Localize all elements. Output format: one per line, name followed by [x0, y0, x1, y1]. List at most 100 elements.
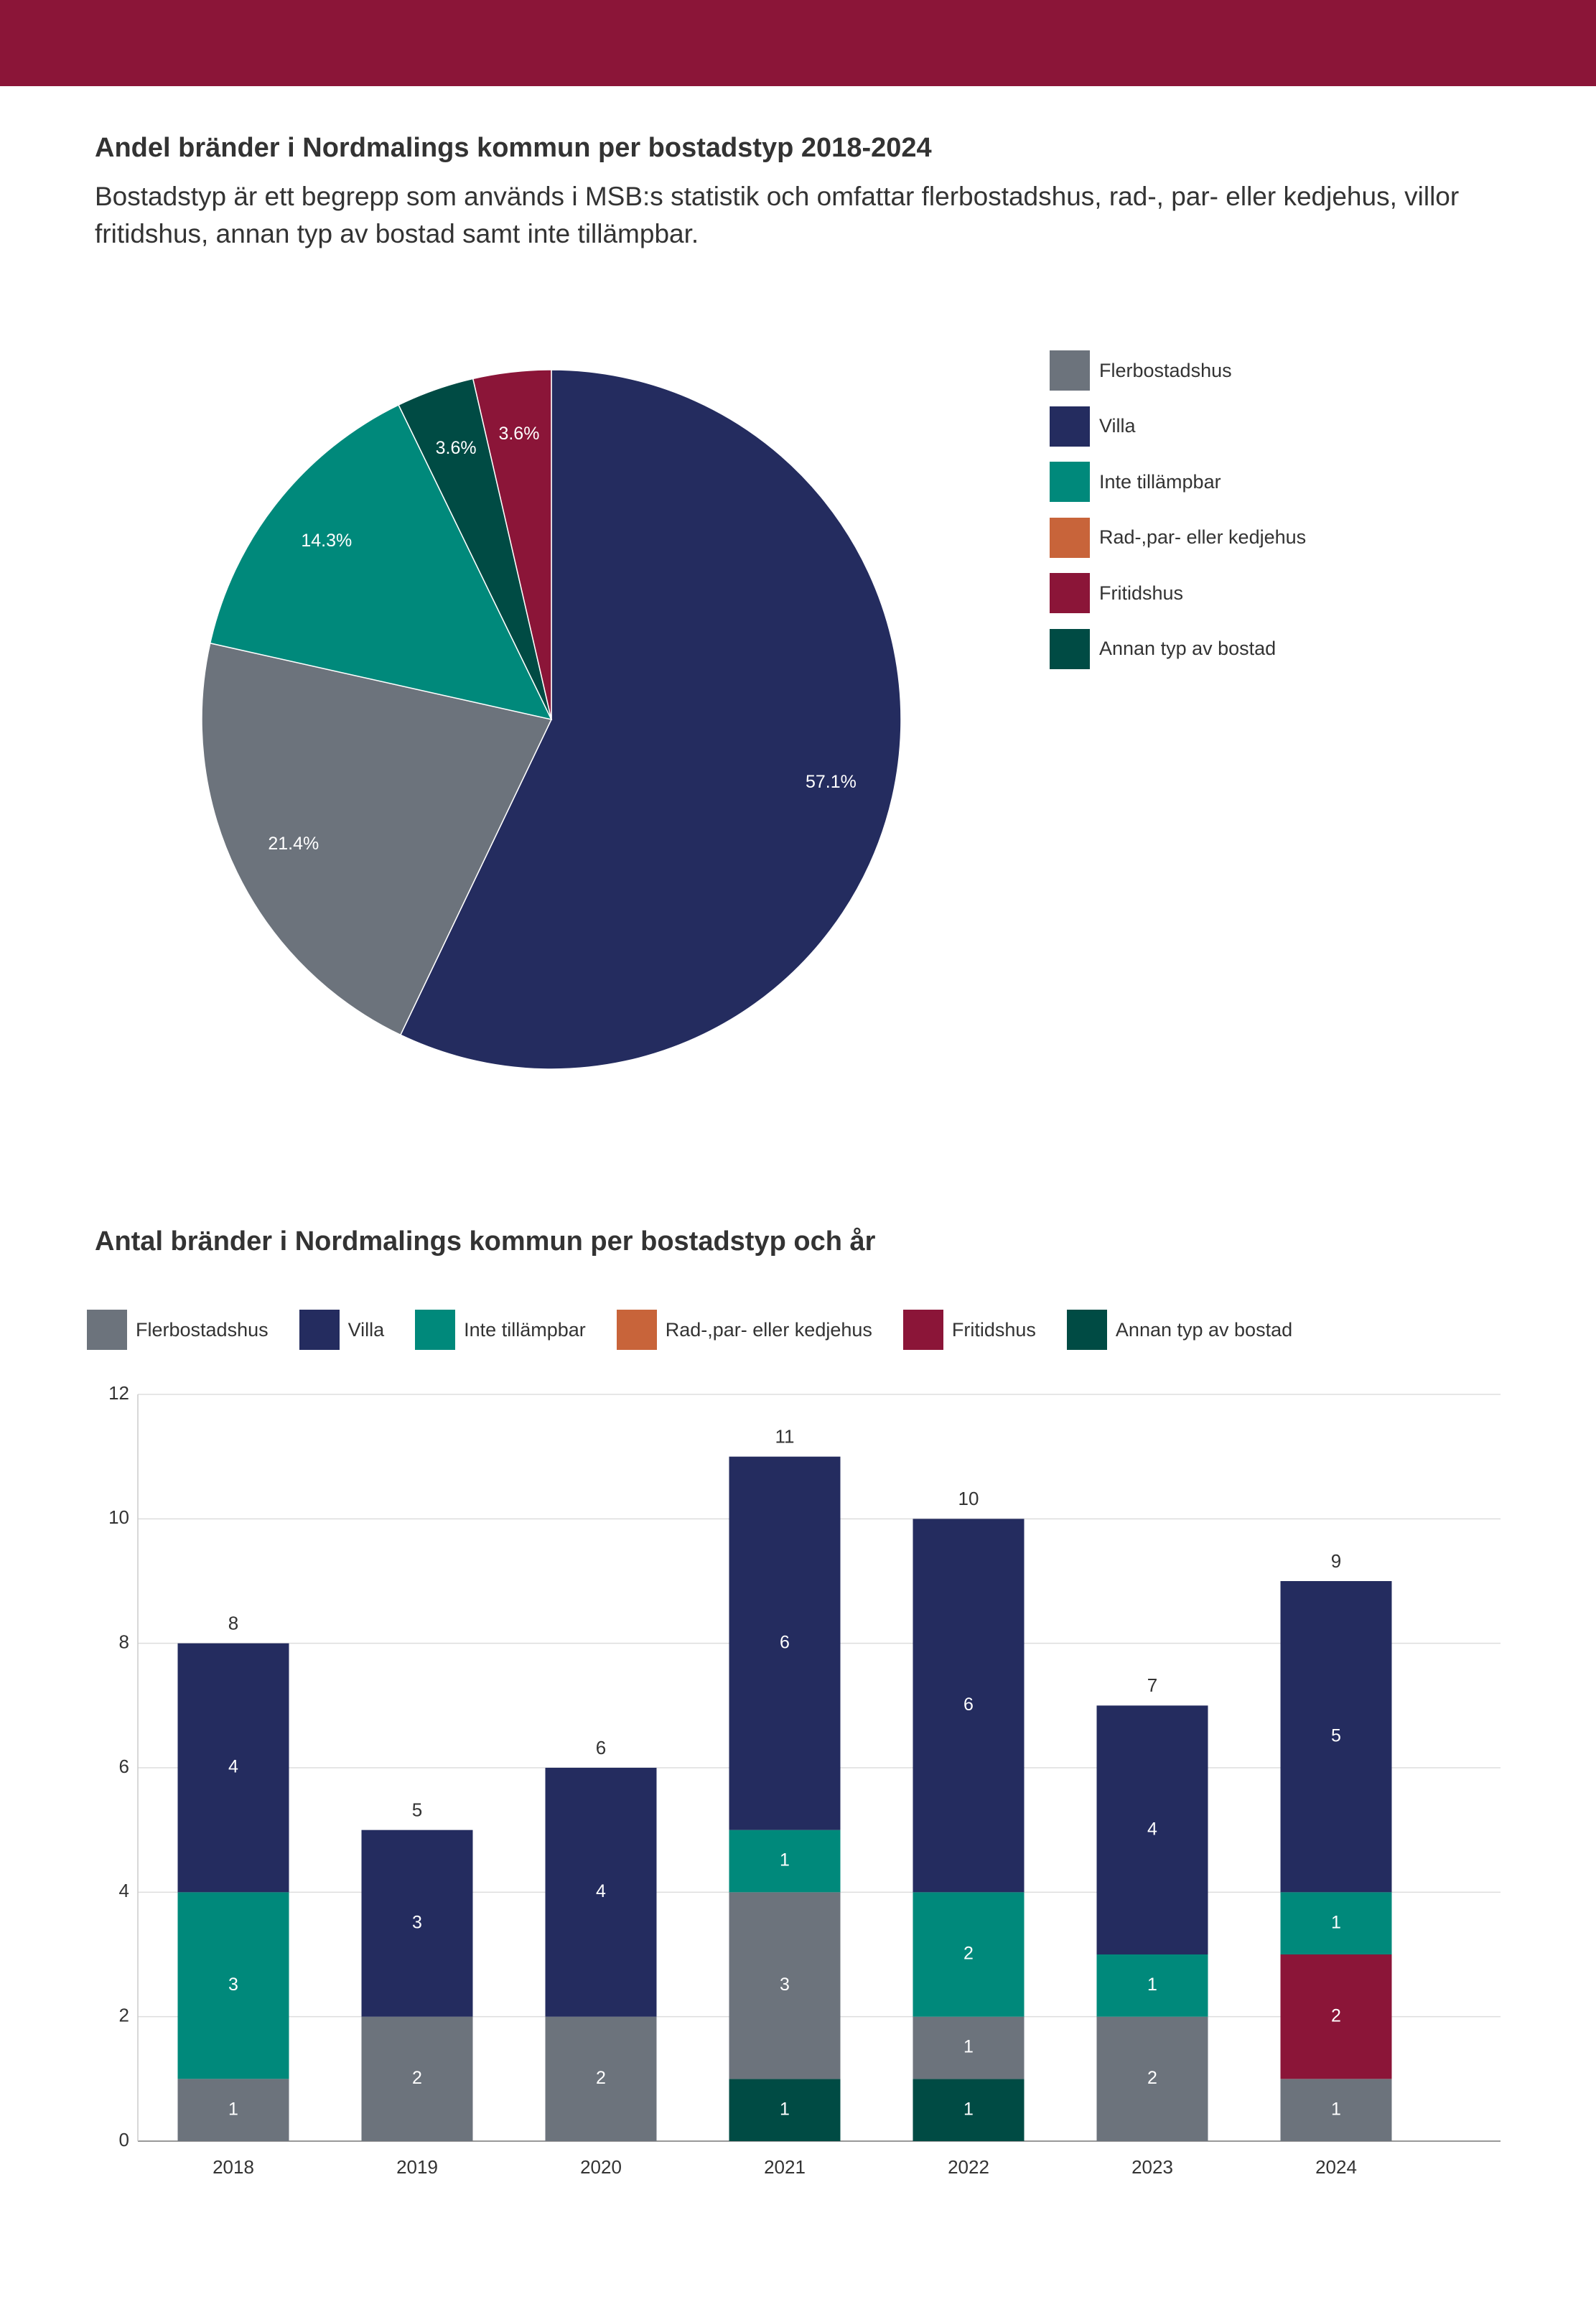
bar-segment-label: 4 [1147, 1819, 1157, 1839]
pie-label-villa: 57.1% [806, 772, 857, 792]
y-tick-label: 8 [119, 1631, 129, 1653]
legend-label: Villa [1099, 415, 1136, 437]
bar-segment-flerbostadshus-2019 [361, 2016, 473, 2141]
legend-label: Fritidshus [1099, 582, 1184, 604]
bar-segment-inte-tillämpbar-2021 [729, 1830, 841, 1893]
bar-segment-flerbostadshus-2021 [729, 1892, 841, 2079]
legend-label: Villa [347, 1318, 385, 1341]
legend-label: Flerbostadshus [136, 1318, 269, 1341]
legend-label: Flerbostadshus [1099, 359, 1232, 381]
legend-swatch [902, 1310, 943, 1350]
legend-swatch [1050, 517, 1090, 558]
bar-total-label: 11 [775, 1426, 795, 1448]
bar-segment-label: 4 [228, 1757, 238, 1777]
bar-total-label: 5 [412, 1799, 422, 1821]
bar-segment-villa-2022 [913, 1519, 1025, 1893]
bar-total-label: 9 [1331, 1550, 1341, 1572]
pie-legend-item-fritidshus: Fritidshus [1050, 573, 1306, 614]
bar-segment-label: 5 [1331, 1725, 1341, 1746]
x-tick-label: 2020 [580, 2156, 622, 2178]
pie-slice-flerbostadshus [201, 642, 553, 1036]
bar-segment-label: 2 [963, 1944, 974, 1964]
bar-segment-label: 1 [780, 1850, 790, 1870]
bar-segment-label: 2 [412, 2068, 422, 2088]
bar-segment-fritidshus-2024 [1280, 1954, 1392, 2079]
bar-segment-label: 1 [228, 2099, 238, 2119]
bar-segment-flerbostadshus-2020 [545, 2016, 657, 2141]
bar-segment-inte-tillämpbar-2023 [1096, 1954, 1208, 2017]
bar-chart: 0246810121348201823520192462020131611202… [108, 1382, 1501, 2178]
legend-swatch [616, 1310, 657, 1350]
legend-swatch [1050, 573, 1090, 614]
y-tick-label: 2 [119, 2005, 129, 2026]
x-tick-label: 2019 [396, 2156, 438, 2178]
bar-segment-villa-2018 [177, 1643, 289, 1893]
legend-swatch [1050, 462, 1090, 503]
bar-segment-label: 3 [228, 1975, 238, 1995]
pie-label-fritidshus: 3.6% [498, 424, 539, 444]
bar-legend-item-flerbostadshus: Flerbostadshus [87, 1310, 269, 1350]
pie-slice-villa [399, 369, 902, 1070]
bar-segment-inte-tillämpbar-2022 [913, 1892, 1025, 2017]
y-tick-label: 0 [119, 2129, 129, 2150]
bar-legend-item-rad-par-eller-kedjehus: Rad-,par- eller kedjehus [616, 1310, 872, 1350]
bar-total-label: 7 [1147, 1674, 1157, 1696]
bar-legend: Flerbostadshus Villa Inte tillämpbar Rad-,p… [87, 1310, 1323, 1350]
pie-label-annan-typ-av-bostad: 3.6% [436, 438, 477, 458]
legend-label: Annan typ av bostad [1115, 1318, 1293, 1341]
bar-segment-label: 6 [963, 1695, 974, 1715]
bar-segment-flerbostadshus-2024 [1280, 2079, 1392, 2141]
bar-segment-villa-2024 [1280, 1581, 1392, 1893]
legend-label: Annan typ av bostad [1099, 638, 1277, 660]
x-tick-label: 2021 [764, 2156, 806, 2178]
bar-legend-item-inte-tillämpbar: Inte tillämpbar [415, 1310, 586, 1350]
legend-label: Rad-,par- eller kedjehus [665, 1318, 872, 1341]
pie-legend-item-flerbostadshus: Flerbostadshus [1050, 350, 1306, 391]
bar-segment-label: 1 [780, 2099, 790, 2119]
bar-segment-annan-typ-av-bostad-2022 [913, 2079, 1025, 2141]
bar-segment-label: 2 [1147, 2068, 1157, 2088]
bar-segment-inte-tillämpbar-2024 [1280, 1892, 1392, 1954]
legend-swatch [87, 1310, 127, 1350]
pie-label-inte-tillämpbar: 14.3% [301, 531, 352, 551]
bar-segment-label: 2 [1331, 2005, 1341, 2026]
pie-slice-inte-tillämpbar [209, 404, 553, 721]
pie-slice-fritidshus [472, 369, 552, 720]
bar-segment-villa-2019 [361, 1830, 473, 2017]
bar-total-label: 6 [596, 1737, 606, 1758]
pie-legend-item-villa: Villa [1050, 406, 1306, 447]
bar-segment-flerbostadshus-2022 [913, 2016, 1025, 2079]
bar-segment-label: 2 [596, 2068, 606, 2088]
bar-segment-label: 3 [412, 1912, 422, 1932]
pie-chart: 57.1% 21.4% 14.3% 3.6% 3.6% [201, 369, 902, 1070]
bar-total-label: 10 [958, 1488, 979, 1509]
y-tick-label: 6 [119, 1756, 129, 1777]
pie-chart-title: Andel bränder i Nordmalings kommun per b… [95, 133, 932, 163]
bar-segment-villa-2020 [545, 1768, 657, 2017]
legend-label: Fritidshus [951, 1318, 1036, 1341]
bar-segment-label: 3 [780, 1975, 790, 1995]
legend-swatch [1050, 406, 1090, 447]
bar-segment-flerbostadshus-2023 [1096, 2016, 1208, 2141]
legend-swatch [1050, 350, 1090, 391]
bar-segment-label: 1 [963, 2037, 974, 2057]
pie-legend-item-inte-tillämpbar: Inte tillämpbar [1050, 462, 1306, 503]
bar-segment-label: 1 [1331, 1912, 1341, 1932]
legend-swatch [1050, 628, 1090, 669]
bar-segment-villa-2021 [729, 1456, 841, 1830]
pie-chart-subtitle: Bostadstyp är ett begrepp som används i … [95, 182, 1460, 248]
legend-label: Inte tillämpbar [464, 1318, 586, 1341]
bar-segment-flerbostadshus-2018 [177, 2079, 289, 2141]
pie-legend: Flerbostadshus Villa Inte tillämpbar Rad-,p… [1050, 350, 1306, 685]
x-tick-label: 2023 [1131, 2156, 1173, 2178]
bar-segment-label: 1 [1331, 2099, 1341, 2119]
pie-label-flerbostadshus: 21.4% [268, 834, 319, 854]
bar-segment-villa-2023 [1096, 1705, 1208, 1954]
bar-segment-label: 6 [780, 1632, 790, 1652]
bar-segment-label: 4 [596, 1881, 606, 1901]
bar-total-label: 8 [228, 1613, 238, 1634]
header-bar [0, 0, 1596, 86]
bar-legend-item-fritidshus: Fritidshus [902, 1310, 1036, 1350]
bar-legend-item-villa: Villa [299, 1310, 385, 1350]
legend-swatch [1066, 1310, 1107, 1350]
